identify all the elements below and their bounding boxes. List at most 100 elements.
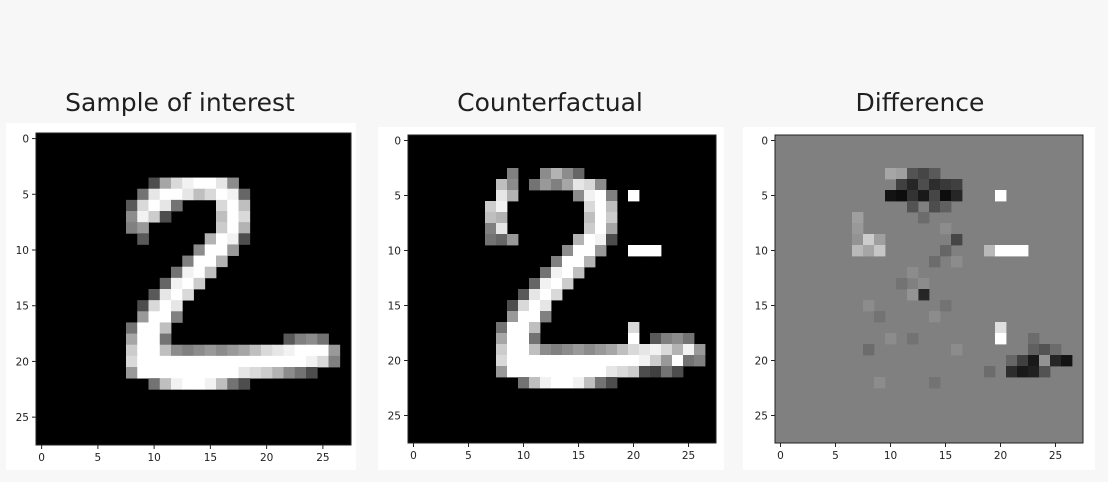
heatmap-cell [896,278,908,290]
heatmap-cell [984,245,996,257]
heatmap-cell [639,245,651,257]
heatmap-cell [137,311,149,323]
heatmap-cell [1039,344,1051,356]
heatmap-cell [518,322,530,334]
heatmap-cell [885,190,897,202]
heatmap-cell [182,344,194,357]
heatmap-cell [216,211,228,223]
heatmap-cell [238,344,251,357]
panel-sample-of-interest: Sample of interest 0 5 10 15 20 25 0 5 10 15 20 25 [0,0,360,482]
heatmap-cell [1017,245,1029,257]
y-tick-label: 10 [388,246,401,258]
x-tick-label: 10 [147,452,160,464]
heatmap-cell [984,366,996,378]
heatmap-cell [929,256,941,268]
heatmap-cell [551,267,563,279]
heatmap-cell [171,344,183,357]
heatmap-cell [584,377,596,389]
x-tick-label: 0 [38,452,45,464]
heatmap-cell [148,188,161,201]
x-tick-label: 15 [204,452,217,464]
heatmap-cell [204,177,217,190]
heatmap-cell [216,255,228,268]
heatmap-cell [126,211,138,223]
heatmap-cell [306,355,318,368]
heatmap-cell [852,234,864,246]
heatmap-cell [283,355,296,368]
heatmap-cell [595,344,607,356]
heatmap-cell [159,333,172,346]
heatmap-cell [918,278,930,290]
heatmap-cell [126,344,138,357]
heatmap-cell [595,201,607,213]
panel-counterfactual: Counterfactual 0 5 10 15 20 25 0 5 10 15 20 25 [370,0,730,482]
heatmap-cell [628,190,640,202]
heatmap-cell [573,168,585,180]
y-tick-label: 15 [16,301,29,313]
heatmap-cell [261,355,273,368]
heatmap-cell [551,256,563,268]
heatmap-cell [929,190,941,202]
heatmap-cell [148,322,161,334]
y-tick-label: 15 [388,301,401,313]
heatmap-cell [182,188,194,201]
heatmap-cell [852,212,864,224]
heatmap-cell [227,188,239,201]
plot-card-difference: 0 5 10 15 20 25 0 5 10 15 20 25 [743,127,1095,470]
heatmap-cell [529,333,541,345]
x-tick-label: 15 [572,450,585,462]
heatmap-cell [159,211,172,223]
heatmap-cell [328,355,341,368]
heatmap-cell [584,179,596,191]
heatmap-cell [182,255,194,268]
heatmap-cell [628,245,640,257]
heatmap-cell [283,367,296,379]
heatmap-cell [148,199,161,212]
heatmap-cell [584,234,596,246]
heatmap-cell [918,212,930,224]
heatmap-cell [216,378,228,390]
y-tick-label: 5 [761,191,768,203]
heatmap-cell [238,199,251,212]
heatmap-cell [617,355,629,367]
heatmap-cell [171,289,183,301]
x-tick-label: 10 [517,450,530,462]
heatmap-cell [529,366,541,378]
heatmap-cell [238,378,251,390]
heatmap-cell [159,177,172,190]
heatmap-cell [940,201,952,213]
heatmap-cell [540,311,552,323]
heatmap-cell [507,234,519,246]
heatmap-cell [995,322,1007,334]
heatmap-cell [137,188,149,201]
heatmap-cell [650,366,662,378]
heatmap-cell [171,311,183,323]
heatmap-cell [148,211,161,223]
heatmap-cell [137,222,149,234]
heatmap-cell [193,367,206,379]
heatmap-cell [1039,366,1051,378]
heatmap-cell [227,344,239,357]
heatmap-cell [628,344,640,356]
y-tick-label: 10 [16,245,29,257]
heatmap-cell [137,333,149,346]
heatmap-cell [148,177,161,190]
heatmap-cell [940,223,952,235]
heatmap-cell [929,179,941,191]
heatmap-cell [216,188,228,201]
heatmap-cell [951,179,963,191]
heatmap-cell [929,377,941,389]
heatmap-cell [148,344,161,357]
heatmap-cell [907,168,919,180]
plot-frame [35,132,352,446]
heatmap-cell [617,344,629,356]
heatmap-cell [1050,344,1062,356]
x-tick-label: 25 [1049,450,1062,462]
heatmap-cell [171,355,183,368]
heatmap-cell [595,245,607,257]
heatmap-cell [216,367,228,379]
heatmap-cell [204,233,217,245]
heatmap-cell [148,300,161,312]
heatmap-cell [584,201,596,213]
heatmap-cell [306,344,318,357]
